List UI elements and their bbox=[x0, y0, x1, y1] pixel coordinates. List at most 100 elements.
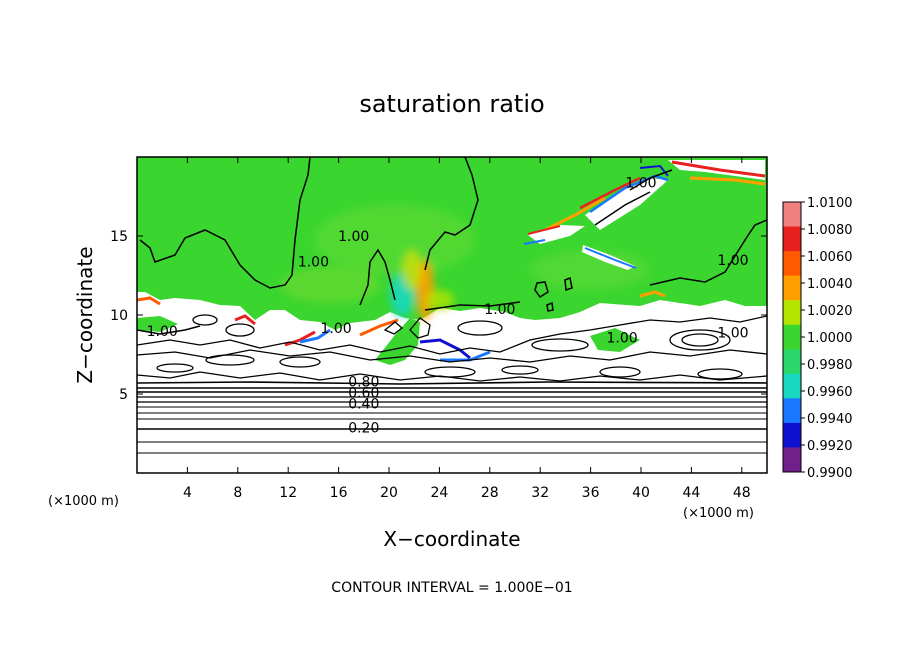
contour-label: 1.00 bbox=[147, 324, 178, 340]
contour-label: 1.00 bbox=[484, 302, 515, 318]
x-tick-label: 32 bbox=[531, 485, 549, 501]
field-white-streak bbox=[528, 225, 585, 244]
contour-line bbox=[383, 321, 404, 335]
field-blue-streak-edge bbox=[584, 247, 637, 269]
colorbar-label: 0.9940 bbox=[807, 412, 853, 427]
colorbar-label: 0.9900 bbox=[807, 466, 853, 481]
colorbar-swatch bbox=[783, 373, 801, 399]
chart-title: saturation ratio bbox=[359, 90, 544, 118]
x-tick-label: 12 bbox=[279, 485, 297, 501]
field-white-speck bbox=[655, 180, 665, 186]
contour-label: 1.00 bbox=[625, 175, 656, 191]
x-unit-left: (×1000 m) bbox=[48, 494, 119, 509]
contour-line bbox=[137, 315, 767, 355]
colorbar-swatch bbox=[783, 324, 801, 350]
x-tick-label: 20 bbox=[380, 485, 398, 501]
contour-line bbox=[359, 248, 396, 306]
contour-line bbox=[137, 381, 767, 385]
contour-line bbox=[697, 368, 743, 380]
contour-line bbox=[424, 301, 521, 311]
contour-line bbox=[279, 356, 321, 368]
contour-label: 1.00 bbox=[320, 321, 351, 337]
colorbar-swatch bbox=[783, 398, 801, 424]
contour-line bbox=[564, 276, 573, 292]
colorbar: 1.0100 1.0080 1.0060 1.0040 1.0020 1.0000 0.99… bbox=[782, 196, 853, 481]
x-tick-label: 28 bbox=[481, 485, 499, 501]
colorbar-swatch bbox=[783, 349, 801, 375]
x-tick-label: 48 bbox=[733, 485, 751, 501]
contour-labels: 1.00 1.00 1.00 1.00 1.00 1.00 1.00 1.00 1.00 0.80… bbox=[147, 175, 749, 436]
saturation-field bbox=[137, 157, 767, 473]
field-lightgreen-blob bbox=[280, 267, 380, 303]
contour-label: 1.00 bbox=[717, 326, 748, 342]
field-red-filament-edge bbox=[579, 176, 641, 210]
colorbar-swatch bbox=[783, 251, 801, 277]
field-yellow-blob bbox=[402, 250, 422, 290]
x-tick-label: 16 bbox=[330, 485, 348, 501]
contour-line bbox=[594, 191, 651, 226]
contour-cloud-blobs bbox=[137, 314, 767, 382]
field-green-patch bbox=[375, 318, 420, 365]
contour-label: 1.00 bbox=[717, 253, 748, 269]
contour-upper bbox=[137, 157, 767, 335]
field-edge-orange bbox=[359, 318, 399, 337]
contour-line bbox=[225, 323, 255, 337]
field-edge-blue bbox=[299, 328, 331, 344]
field-red-streak-edge bbox=[527, 225, 561, 235]
contour-line bbox=[137, 371, 767, 382]
field-edge-yellow bbox=[639, 290, 666, 298]
colorbar-swatch bbox=[783, 202, 801, 228]
colorbar-label: 1.0080 bbox=[807, 223, 853, 238]
colorbar-swatch bbox=[783, 275, 801, 301]
colorbar-label: 1.0020 bbox=[807, 304, 853, 319]
colorbar-label: 0.9980 bbox=[807, 358, 853, 373]
field-green-patch bbox=[137, 316, 178, 332]
colorbar-swatch bbox=[783, 226, 801, 252]
contour-line bbox=[424, 157, 479, 271]
contour-line bbox=[599, 366, 641, 378]
contour-label: 0.40 bbox=[348, 397, 379, 413]
field-orange-filament-edge bbox=[689, 176, 766, 186]
contour-label: 1.00 bbox=[338, 229, 369, 245]
contour-line bbox=[137, 325, 201, 335]
contour-label: 0.60 bbox=[348, 386, 379, 402]
contour-line bbox=[546, 301, 554, 312]
colorbar-swatch bbox=[783, 447, 801, 473]
colorbar-label: 0.9960 bbox=[807, 385, 853, 400]
x-unit-right: (×1000 m) bbox=[683, 506, 754, 521]
contour-line bbox=[531, 338, 589, 352]
x-tick-label: 24 bbox=[430, 485, 448, 501]
contour-label: 1.00 bbox=[298, 254, 329, 270]
field-blue-filament-edge bbox=[589, 174, 669, 214]
field-blue-streak-edge bbox=[523, 239, 546, 245]
field-edge-red bbox=[284, 330, 316, 347]
colorbar-label: 1.0100 bbox=[807, 196, 853, 211]
field-lightgreen-blob bbox=[530, 250, 650, 290]
x-tick-label: 4 bbox=[183, 485, 192, 501]
colorbar-swatch bbox=[783, 422, 801, 448]
contour-line bbox=[457, 320, 503, 336]
colorbar-label: 1.0040 bbox=[807, 277, 853, 292]
contour-line bbox=[669, 329, 731, 351]
field-yellowgreen-blob bbox=[426, 290, 454, 310]
contour-stratified bbox=[137, 381, 767, 454]
contour-line bbox=[156, 363, 194, 373]
x-axis: 4 8 12 16 20 24 28 32 36 40 44 48 bbox=[183, 157, 751, 501]
y-tick-label: 15 bbox=[110, 229, 128, 245]
contour-line bbox=[649, 219, 767, 286]
contour-label: 0.20 bbox=[348, 420, 379, 436]
colorbar-swatch bbox=[783, 300, 801, 326]
contour-lines bbox=[137, 157, 767, 454]
field-edge-orange bbox=[137, 296, 161, 306]
y-axis-title: Z−coordinate bbox=[73, 246, 97, 383]
field-lightgreen-blob bbox=[315, 205, 475, 275]
x-tick-label: 40 bbox=[632, 485, 650, 501]
contour-label: 0.80 bbox=[348, 375, 379, 391]
field-edge-red bbox=[234, 314, 256, 326]
colorbar-label: 1.0060 bbox=[807, 250, 853, 265]
field-red-filament-edge bbox=[671, 160, 766, 178]
colorbar-label: 1.0000 bbox=[807, 331, 853, 346]
contour-line bbox=[681, 333, 719, 347]
field-edge-navy bbox=[419, 338, 471, 360]
